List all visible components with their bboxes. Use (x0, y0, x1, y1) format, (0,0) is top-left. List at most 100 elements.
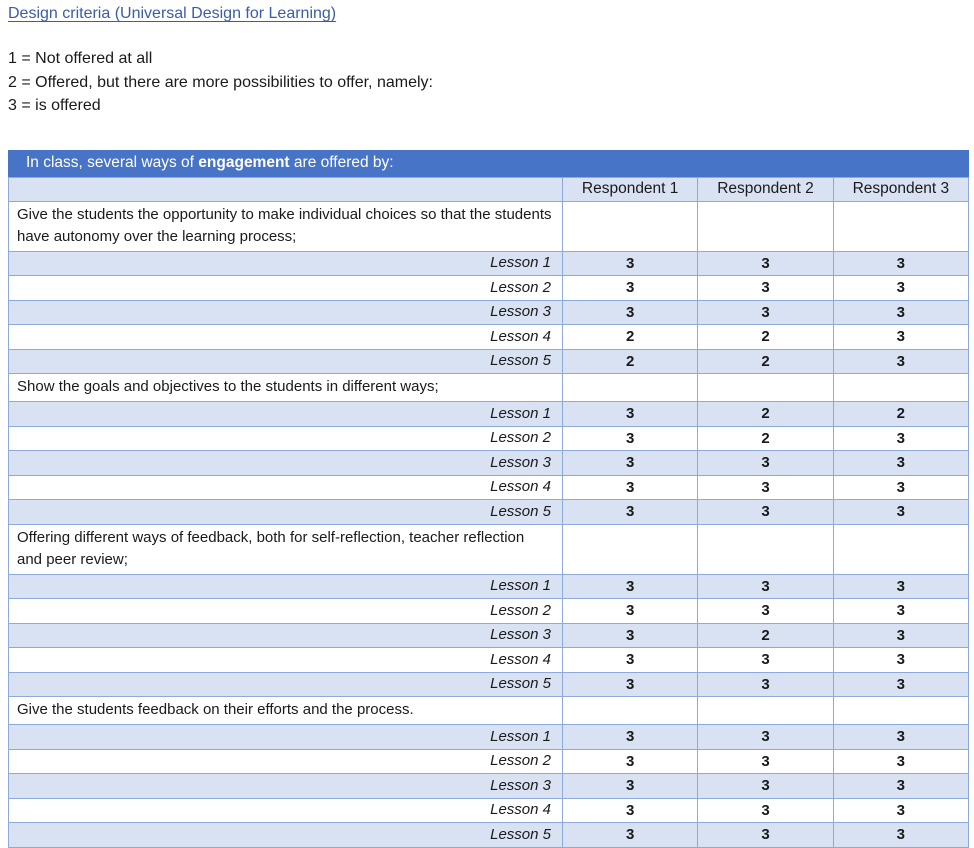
lesson-label: Lesson 5 (8, 348, 563, 374)
rating-value: 3 (832, 598, 970, 624)
rating-value: 3 (832, 299, 970, 325)
rating-value: 2 (697, 324, 834, 350)
rating-value: 3 (561, 275, 699, 301)
lesson-label: Lesson 5 (8, 499, 563, 525)
rating-value: 3 (697, 499, 834, 525)
table-banner: In class, several ways of engagement are… (7, 149, 970, 178)
legend-line-2: 2 = Offered, but there are more possibil… (8, 73, 433, 91)
rating-value: 3 (561, 499, 699, 525)
rating-value: 2 (561, 348, 699, 374)
rating-value: 2 (697, 425, 834, 451)
rating-value: 2 (561, 324, 699, 350)
lesson-label: Lesson 2 (8, 748, 563, 774)
empty-cell (561, 523, 699, 575)
rating-value: 3 (832, 647, 970, 673)
empty-cell (697, 200, 834, 252)
banner-bold-word: engagement (198, 154, 290, 171)
rating-value: 3 (832, 748, 970, 774)
rating-value: 3 (832, 425, 970, 451)
empty-cell (832, 696, 970, 725)
column-header-respondent-2: Respondent 2 (697, 176, 834, 202)
rating-value: 3 (697, 671, 834, 697)
table-body: Give the students the opportunity to mak… (8, 200, 970, 848)
question-text: Offering different ways of feedback, bot… (8, 523, 563, 575)
lesson-label: Lesson 1 (8, 401, 563, 427)
rating-value: 2 (697, 348, 834, 374)
design-criteria-link[interactable]: Design criteria (Universal Design for Le… (8, 5, 337, 22)
rating-value: 3 (561, 250, 699, 276)
rating-value: 3 (561, 474, 699, 500)
rating-value: 3 (832, 724, 970, 750)
rating-value: 3 (832, 450, 970, 476)
lesson-label: Lesson 4 (8, 324, 563, 350)
rating-value: 3 (561, 299, 699, 325)
rating-value: 2 (832, 401, 970, 427)
rating-value: 3 (561, 797, 699, 823)
empty-cell (832, 200, 970, 252)
rating-value: 3 (561, 598, 699, 624)
lesson-label: Lesson 4 (8, 474, 563, 500)
rating-value: 3 (832, 773, 970, 799)
empty-cell (561, 200, 699, 252)
question-row-4: Give the students feedback on their effo… (8, 696, 970, 725)
rating-legend: 1 = Not offered at all 2 = Offered, but … (8, 47, 968, 118)
lesson-label: Lesson 2 (8, 275, 563, 301)
legend-line-3: 3 = is offered (8, 97, 101, 114)
empty-cell (561, 696, 699, 725)
corner-cell (8, 176, 563, 202)
column-header-respondent-3: Respondent 3 (832, 176, 970, 202)
rating-value: 3 (697, 573, 834, 599)
rating-value: 3 (697, 474, 834, 500)
rating-value: 3 (832, 499, 970, 525)
rating-value: 3 (561, 450, 699, 476)
rating-value: 3 (561, 573, 699, 599)
question-text: Show the goals and objectives to the stu… (8, 373, 563, 402)
legend-line-1: 1 = Not offered at all (8, 50, 153, 67)
question-row-1: Give the students the opportunity to mak… (8, 200, 970, 252)
empty-cell (561, 373, 699, 402)
lesson-label: Lesson 4 (8, 647, 563, 673)
rating-value: 3 (832, 573, 970, 599)
lesson-label: Lesson 2 (8, 598, 563, 624)
lesson-label: Lesson 4 (8, 797, 563, 823)
empty-cell (832, 373, 970, 402)
rating-value: 3 (697, 797, 834, 823)
rating-value: 3 (697, 450, 834, 476)
rating-value: 3 (697, 299, 834, 325)
rating-value: 3 (561, 748, 699, 774)
rating-value: 3 (697, 275, 834, 301)
rating-value: 3 (561, 773, 699, 799)
respondent-header-row: Respondent 1 Respondent 2 Respondent 3 (8, 176, 970, 202)
rating-value: 3 (561, 671, 699, 697)
rating-value: 3 (561, 425, 699, 451)
lesson-label: Lesson 2 (8, 425, 563, 451)
rating-value: 3 (832, 250, 970, 276)
rating-value: 3 (832, 324, 970, 350)
question-text: Give the students the opportunity to mak… (8, 200, 563, 252)
rating-value: 3 (697, 647, 834, 673)
lesson-label: Lesson 1 (8, 573, 563, 599)
question-row-3: Offering different ways of feedback, bot… (8, 523, 970, 575)
lesson-label: Lesson 1 (8, 724, 563, 750)
rating-value: 3 (697, 250, 834, 276)
engagement-criteria-table: In class, several ways of engagement are… (7, 149, 970, 848)
rating-value: 2 (697, 401, 834, 427)
question-text: Give the students feedback on their effo… (8, 696, 563, 725)
rating-value: 3 (832, 348, 970, 374)
rating-value: 3 (832, 474, 970, 500)
empty-cell (697, 373, 834, 402)
lesson-label: Lesson 3 (8, 622, 563, 648)
